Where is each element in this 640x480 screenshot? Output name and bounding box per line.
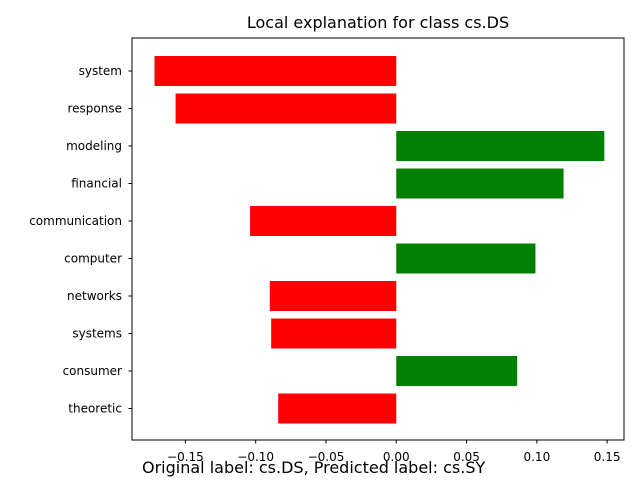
y-axis-ticks: system response modeling financial communica… <box>29 64 132 416</box>
x-tick-label: 0.00 <box>383 450 410 464</box>
x-tick-label: −0.10 <box>237 450 274 464</box>
y-tick-label: modeling <box>66 139 122 153</box>
plot-frame <box>131 37 625 441</box>
y-tick-label: consumer <box>63 364 122 378</box>
bar-financial <box>396 168 564 199</box>
bars-group <box>154 56 605 424</box>
x-tick-label: 0.15 <box>594 450 621 464</box>
bar-response <box>175 93 397 124</box>
bar-computer <box>396 243 536 274</box>
bar-theoretic <box>278 393 397 424</box>
bar-communication <box>250 206 397 236</box>
bar-modeling <box>396 131 605 161</box>
y-tick-label: theoretic <box>68 402 122 416</box>
x-tick-label: −0.05 <box>308 450 345 464</box>
y-tick-label: financial <box>71 177 122 191</box>
y-tick-label: system <box>79 64 122 78</box>
y-tick-label: networks <box>67 289 122 303</box>
x-tick-label: 0.10 <box>523 450 550 464</box>
bar-consumer <box>396 356 518 386</box>
x-tick-label: −0.15 <box>167 450 204 464</box>
bar-systems <box>271 318 397 349</box>
y-tick-label: computer <box>64 252 122 266</box>
y-tick-label: response <box>67 102 122 116</box>
y-tick-label: systems <box>72 327 122 341</box>
y-tick-label: communication <box>29 214 122 228</box>
bar-networks <box>269 281 397 311</box>
bar-system <box>154 56 397 86</box>
x-tick-label: 0.05 <box>453 450 480 464</box>
prediction-caption: Original label: cs.DS, Predicted label: … <box>142 458 486 477</box>
x-axis-ticks: −0.15 −0.10 −0.05 0.00 0.05 0.10 0.15 <box>167 440 620 464</box>
chart-title: Local explanation for class cs.DS <box>247 13 509 32</box>
